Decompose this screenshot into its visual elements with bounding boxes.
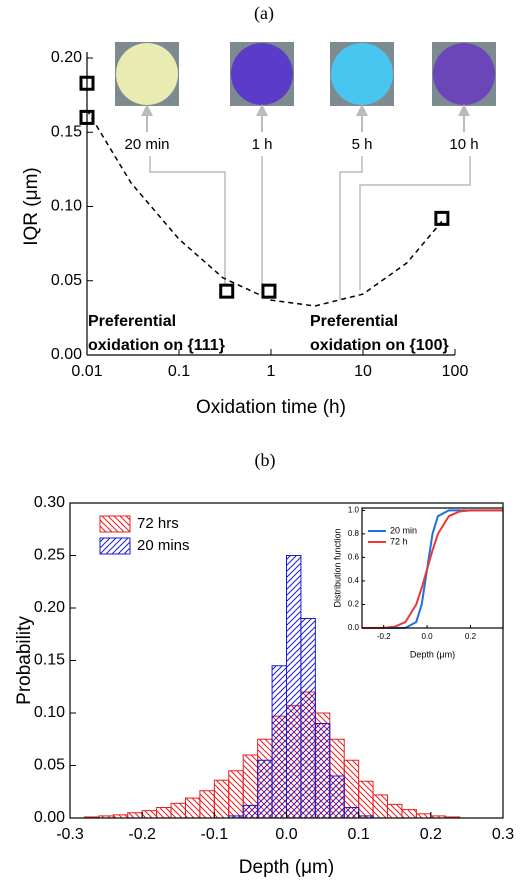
histogram-bar [286,555,302,819]
histogram-bar [415,813,432,819]
data-point [434,210,450,226]
x-tick-label: -0.2 [128,826,156,843]
photo-label: 20 min [124,136,169,153]
legend-label: 72 hrs [137,515,179,532]
y-tick-label: 0.10 [51,198,82,215]
histogram-bar [213,779,230,819]
x-tick-label: 1 [267,363,276,380]
y-tick-label: 0.0 [348,623,360,632]
photo [433,43,495,105]
x-axis-title: Depth (μm) [410,649,455,659]
x-tick-label: 0.3 [492,826,514,843]
y-tick-label: 0.6 [348,553,360,562]
histogram-bar [170,802,186,819]
arrow-head [256,104,268,116]
y-tick-label: 0.2 [348,600,360,609]
y-tick-label: 0.05 [34,757,65,774]
histogram-bar [372,794,389,819]
y-tick-label: 0.00 [51,346,82,363]
photo-label: 1 h [252,136,273,153]
photo-label: 5 h [352,136,373,153]
legend-swatch [99,537,131,555]
annotation: Preferential [310,313,398,330]
x-axis-title: Depth (μm) [239,857,334,878]
y-axis-title: Distribution function [332,528,342,607]
connector [149,156,226,285]
y-tick-label: 0.10 [34,704,65,721]
line [361,509,503,629]
y-tick-label: 0.15 [51,123,82,140]
annotation: oxidation on {100} [310,337,449,354]
connector [339,156,363,300]
histogram-bar [401,809,417,819]
histogram-bar [228,770,244,819]
y-axis-title: Probability [14,616,35,705]
inset-background [362,508,503,628]
histogram-bar [343,807,360,819]
y-tick-label: 0.00 [34,809,65,826]
y-tick-label: 0.20 [51,49,82,66]
histogram-bar [184,797,201,819]
x-tick-label: -0.2 [377,632,391,641]
fit-line [86,109,443,307]
y-tick-label: 0.4 [348,576,360,585]
x-tick-label: -0.1 [201,826,229,843]
y-tick-label: 0.05 [51,272,82,289]
plot-frame [361,507,504,629]
annotation: oxidation on {111} [88,337,225,354]
x-tick-label: 0.2 [420,826,442,843]
histogram-bar [141,810,158,819]
legend-label: 72 h [390,536,408,546]
panel-label: (b) [255,450,276,471]
x-tick-label: 0.1 [348,826,370,843]
histogram-bar [127,812,143,819]
y-axis-title: IQR (μm) [21,167,42,246]
histogram-bar [242,804,259,819]
photo-label: 10 h [449,136,478,153]
panel-label: (a) [254,3,274,24]
photo [116,43,178,105]
arrow-head [141,104,153,116]
photo [231,43,293,105]
histogram-bar [358,780,374,819]
photo [331,43,393,105]
x-tick-label: 10 [354,363,372,380]
x-tick-label: -0.3 [56,826,84,843]
histogram-bar [300,618,316,819]
y-tick-label: 0.30 [34,494,65,511]
y-tick-label: 0.15 [34,652,65,669]
arrow-head [458,104,470,116]
x-axis-title: Oxidation time (h) [196,397,346,418]
histogram-bar [387,803,403,819]
x-tick-label: 0.2 [465,632,477,641]
x-tick-label: 0.01 [71,363,102,380]
histogram-bar [156,807,172,819]
x-tick-label: 0.1 [168,363,190,380]
data-point [261,283,277,299]
data-point [219,283,235,299]
legend-label: 20 mins [137,537,190,554]
legend-swatch [99,515,131,533]
x-tick-label: 0.0 [422,632,434,641]
x-tick-label: 0.0 [275,826,297,843]
histogram-bar [314,723,331,819]
histogram-bar [199,790,215,819]
arrow-head [356,104,368,116]
histogram-bar [329,775,345,819]
histogram-bar [271,665,288,819]
x-tick-label: 100 [442,363,469,380]
legend-label: 20 min [390,525,417,535]
annotation: Preferential [88,313,176,330]
y-tick-label: 0.8 [348,529,360,538]
y-tick-label: 0.20 [34,599,65,616]
y-tick-label: 1.0 [348,505,360,514]
connector [359,156,471,290]
histogram-bar [257,759,273,819]
y-tick-label: 0.25 [34,547,65,564]
